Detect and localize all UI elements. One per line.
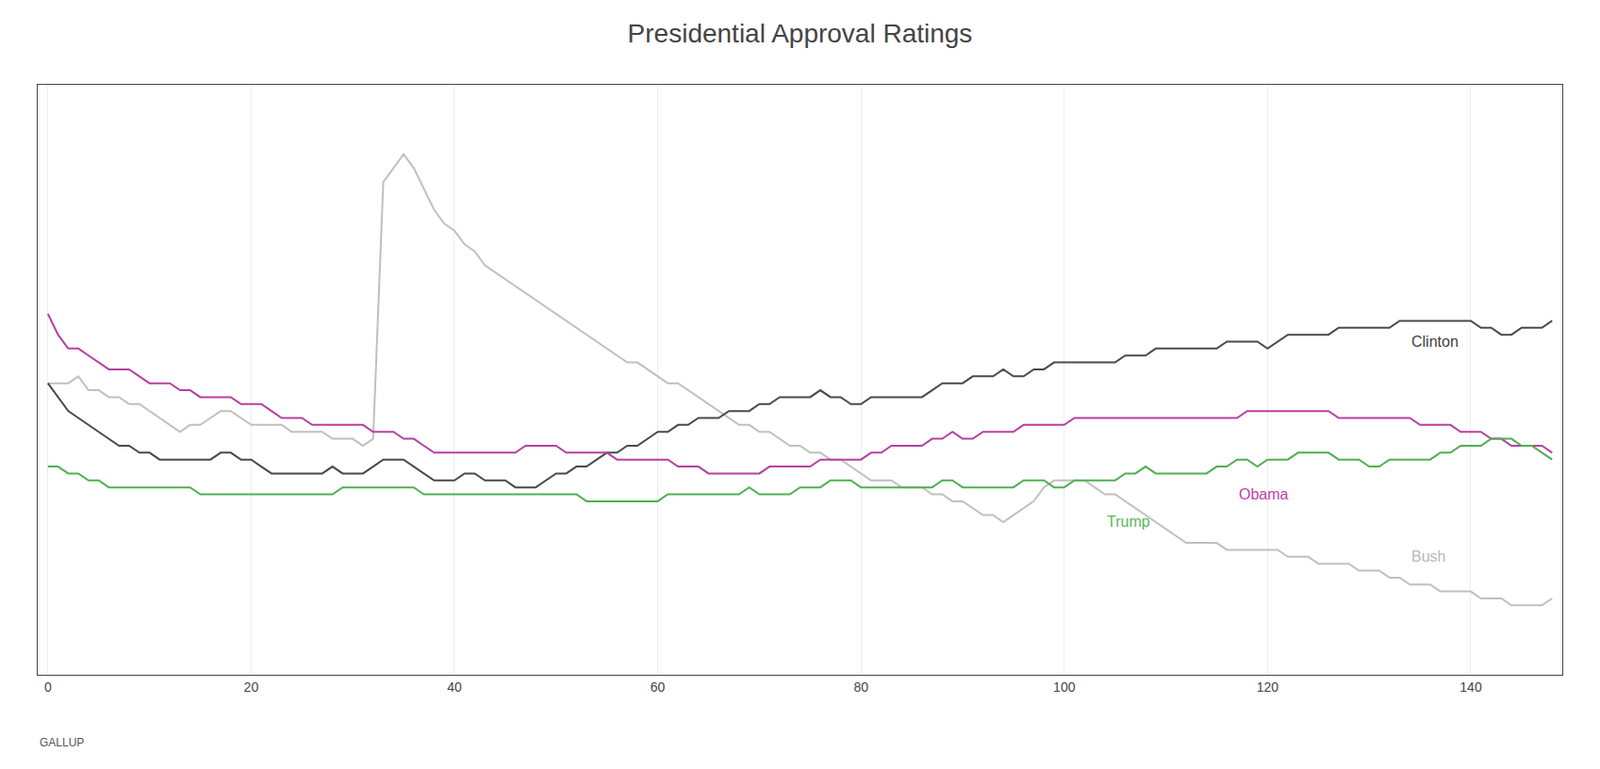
- svg-text:100: 100: [1053, 679, 1076, 695]
- svg-text:Presidential Approval Ratings: Presidential Approval Ratings: [627, 18, 974, 49]
- svg-text:Clinton: Clinton: [1411, 333, 1459, 350]
- svg-text:GALLUP: GALLUP: [39, 736, 84, 750]
- svg-text:120: 120: [1256, 679, 1280, 695]
- svg-text:140: 140: [1459, 679, 1483, 695]
- svg-text:Bush: Bush: [1411, 548, 1446, 565]
- svg-text:20: 20: [244, 679, 260, 695]
- svg-text:40: 40: [446, 679, 462, 695]
- svg-text:80: 80: [853, 679, 869, 695]
- svg-text:Obama: Obama: [1238, 486, 1289, 503]
- svg-text:0: 0: [44, 679, 52, 695]
- svg-text:60: 60: [650, 679, 666, 695]
- svg-text:Trump: Trump: [1106, 513, 1151, 530]
